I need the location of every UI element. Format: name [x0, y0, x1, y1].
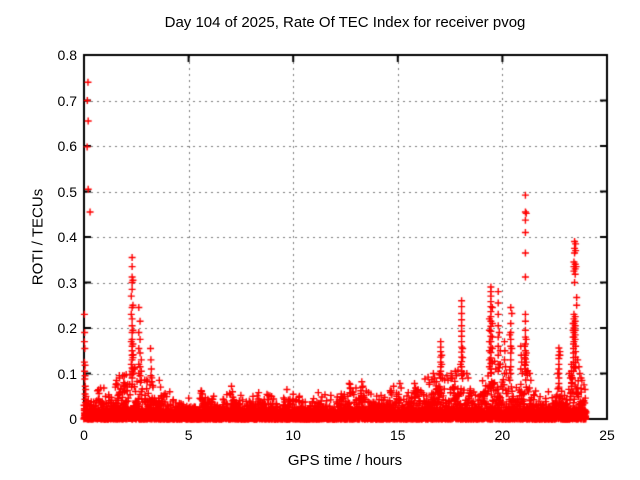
- x-tick-label: 10: [285, 427, 301, 443]
- x-tick-label: 5: [184, 427, 193, 443]
- y-tick-label: 0.2: [57, 320, 77, 336]
- y-tick-label: 0.3: [57, 274, 77, 291]
- y-tick-label: 0.7: [57, 92, 77, 109]
- x-axis-label: GPS time / hours: [287, 452, 403, 469]
- x-tick-label: 20: [494, 427, 511, 443]
- y-tick-label: 0: [69, 411, 77, 427]
- y-tick-label: 0.5: [57, 183, 77, 200]
- x-tick-label: 25: [599, 427, 615, 443]
- y-tick-label: 0.4: [57, 229, 77, 245]
- chart-title: Day 104 of 2025, Rate Of TEC Index for r…: [164, 14, 526, 31]
- y-tick-label: 0.6: [57, 138, 77, 154]
- y-tick-label: 0.8: [57, 47, 77, 63]
- x-tick-label: 0: [80, 427, 88, 443]
- y-tick-label: 0.1: [57, 365, 77, 382]
- x-tick-label: 15: [390, 427, 406, 443]
